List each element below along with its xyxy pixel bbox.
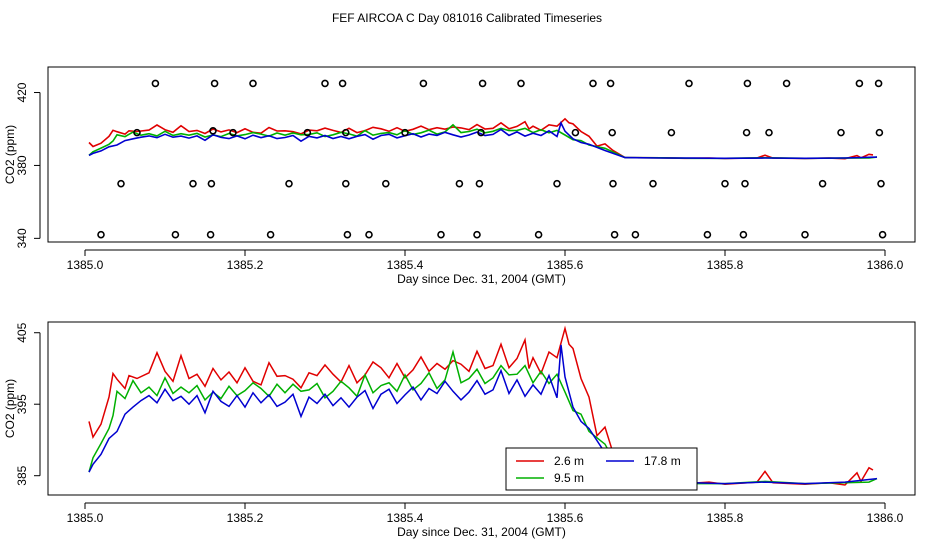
scatter-point — [341, 128, 350, 137]
scatter-point — [229, 128, 237, 137]
scatter-point — [455, 179, 464, 188]
scatter-point — [206, 230, 215, 239]
legend-label: 2.6 m — [554, 454, 584, 468]
scatter-point — [878, 230, 887, 239]
scatter-point — [419, 79, 428, 88]
scatter-point — [209, 127, 217, 135]
x-tick-label: 1385.6 — [547, 258, 584, 272]
scatter-point — [631, 230, 640, 239]
x-tick-label: 1386.0 — [867, 511, 904, 525]
scatter-point — [475, 179, 484, 188]
legend: 2.6 m 9.5 m 17.8 m — [505, 447, 698, 491]
scatter-point — [837, 128, 845, 137]
scatter-point — [517, 79, 525, 88]
scatter-point — [855, 79, 864, 88]
series-group — [88, 325, 878, 486]
detail-panel: 1385.0 1385.2 1385.4 1385.6 1385.8 1386.0 Day … — [3, 321, 916, 539]
scatter-point — [877, 179, 885, 188]
legend-label: 17.8 m — [644, 454, 681, 468]
x-tick-label: 1385.2 — [227, 511, 264, 525]
x-tick-label: 1385.4 — [387, 511, 424, 525]
overview-panel: 1385.0 1385.2 1385.4 1385.6 1385.8 1386.0 Day … — [3, 66, 916, 286]
x-tick-label: 1385.8 — [707, 511, 744, 525]
series-line-17-8-m — [88, 344, 878, 485]
scatter-point — [473, 230, 481, 239]
scatter-point — [553, 179, 561, 188]
scatter-point — [401, 128, 409, 137]
y-tick-label: 380 — [15, 155, 29, 175]
scatter-point — [875, 128, 884, 137]
scatter-point — [207, 179, 216, 188]
scatter-point — [742, 128, 751, 137]
scatter-point — [189, 179, 197, 188]
y-tick-label: 395 — [15, 394, 29, 414]
scatter-point — [782, 79, 791, 88]
scatter-point — [743, 79, 752, 88]
scatter-point — [609, 179, 617, 188]
plot-frame — [47, 66, 916, 243]
y-tick-label: 340 — [15, 228, 29, 248]
scatter-point — [608, 128, 617, 137]
scatter-point — [97, 230, 105, 239]
scatter-point — [171, 230, 180, 239]
x-tick-label: 1385.2 — [227, 258, 264, 272]
plot-frame — [47, 321, 916, 496]
scatter-point — [685, 79, 693, 88]
scatter-point — [249, 79, 257, 88]
scatter-point — [765, 128, 773, 137]
scatter-point — [266, 230, 275, 239]
x-tick-label: 1386.0 — [867, 258, 904, 272]
scatter-point — [117, 179, 125, 188]
scatter-point — [739, 230, 748, 239]
scatter-point — [703, 230, 712, 239]
scatter-point — [801, 230, 809, 239]
x-tick-label: 1385.0 — [67, 511, 104, 525]
scatter-point — [478, 79, 487, 88]
legend-label: 9.5 m — [554, 471, 584, 485]
x-tick-label: 1385.8 — [707, 258, 744, 272]
x-axis-label: Day since Dec. 31, 2004 (GMT) — [397, 272, 566, 286]
legend-box — [505, 447, 698, 491]
series-line-9-5-m — [88, 349, 878, 485]
scatter-point — [667, 128, 676, 137]
scatter-point — [338, 79, 347, 88]
scatter-point — [437, 230, 445, 239]
scatter-point — [210, 79, 219, 88]
scatter-point — [818, 179, 827, 188]
scatter-point — [534, 230, 543, 239]
scatter-point — [321, 79, 329, 88]
scatter-point — [606, 79, 615, 88]
scatter-point — [571, 128, 580, 137]
scatter-point — [649, 179, 657, 188]
y-tick-label: 405 — [15, 322, 29, 342]
chart-title: FEF AIRCOA C Day 081016 Calibrated Times… — [332, 11, 602, 25]
x-tick-label: 1385.6 — [547, 511, 584, 525]
y-tick-label: 420 — [15, 82, 29, 102]
scatter-point — [721, 179, 729, 188]
scatter-point — [741, 179, 749, 188]
x-tick-label: 1385.0 — [67, 258, 104, 272]
x-tick-label: 1385.4 — [387, 258, 424, 272]
scatter-point — [343, 230, 352, 239]
y-axis-label: CO2 (ppm) — [3, 125, 17, 184]
scatter-point — [589, 79, 597, 88]
series-line-17-8-m — [88, 120, 878, 160]
scatter-point — [285, 179, 293, 188]
scatter-point — [151, 79, 160, 88]
series-group — [88, 117, 878, 160]
scatter-point — [610, 230, 619, 239]
scatter-point — [303, 128, 312, 137]
scatter-point — [133, 128, 141, 137]
series-line-9-5-m — [88, 123, 878, 160]
x-axis-label: Day since Dec. 31, 2004 (GMT) — [397, 525, 566, 539]
scatter-point — [477, 128, 485, 137]
scatter-point — [381, 179, 390, 188]
scatter-point — [365, 230, 373, 239]
y-axis-label: CO2 (ppm) — [3, 379, 17, 438]
scatter-point — [341, 179, 350, 188]
y-tick-label: 385 — [15, 465, 29, 485]
scatter-point — [874, 79, 883, 88]
